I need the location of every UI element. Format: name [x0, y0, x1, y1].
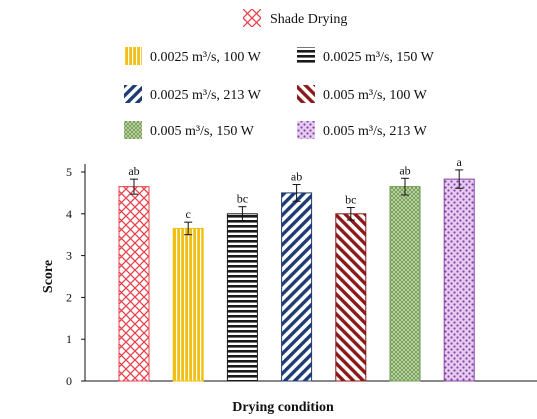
y-tick-label: 4	[66, 207, 72, 221]
bar	[389, 186, 421, 382]
legend-swatch	[124, 121, 142, 139]
legend-swatch	[124, 47, 142, 65]
significance-label: bc	[237, 192, 248, 206]
legend-swatch	[297, 47, 315, 65]
legend-label: 0.005 m³/s, 213 W	[323, 124, 428, 139]
y-tick-label: 2	[66, 290, 72, 304]
legend-label: 0.0025 m³/s, 213 W	[150, 88, 262, 103]
bar	[118, 186, 150, 382]
x-axis-title: Drying condition	[232, 400, 334, 415]
bar	[226, 213, 258, 382]
bar	[172, 227, 204, 382]
y-tick-label: 5	[66, 165, 72, 179]
legend-swatch	[297, 85, 315, 103]
legend-label: 0.0025 m³/s, 100 W	[150, 50, 262, 65]
axes: 0 1 2 3 4 5 Score Drying condition	[41, 164, 537, 415]
legend-label: 0.005 m³/s, 150 W	[150, 124, 255, 139]
significance-label: ab	[128, 164, 139, 178]
y-tick-label: 0	[66, 374, 72, 388]
y-axis-title: Score	[41, 260, 56, 293]
legend-swatch	[297, 121, 315, 139]
bars	[118, 169, 475, 382]
significance-label: ab	[291, 170, 302, 184]
labels: ab c bc ab bc ab a	[128, 155, 462, 221]
significance-label: ab	[399, 163, 410, 177]
legend-label: 0.005 m³/s, 100 W	[323, 88, 428, 103]
significance-label: a	[457, 155, 463, 169]
legend-label: Shade Drying	[270, 12, 347, 27]
significance-label: bc	[345, 193, 356, 207]
legend: Shade Drying 0.0025 m³/s, 100 W 0.0025 m³/…	[124, 9, 435, 139]
bar	[281, 192, 313, 382]
legend-label: 0.0025 m³/s, 150 W	[323, 50, 435, 65]
bar	[443, 178, 475, 382]
significance-label: c	[186, 207, 191, 221]
legend-swatch	[243, 9, 261, 27]
legend-swatch	[124, 85, 142, 103]
y-tick-label: 3	[66, 249, 72, 263]
bar	[335, 213, 367, 382]
y-tick-label: 1	[66, 332, 72, 346]
